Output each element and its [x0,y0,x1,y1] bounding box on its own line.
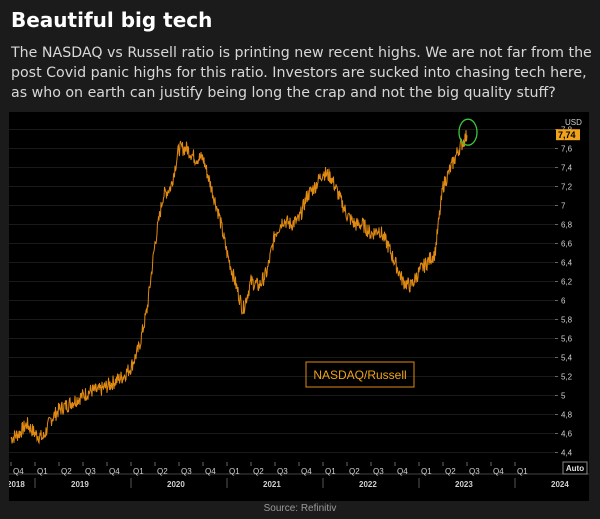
x-year-label: 2020 [167,480,185,489]
x-quarter-label: Q4 [301,467,312,476]
x-quarter-label: Q4 [493,467,504,476]
x-quarter-label: Q2 [349,467,360,476]
x-year-label: 2019 [71,480,89,489]
chart-panel: 4,4 4,6 4,8 5 5,2 5,4 5,6 5,8 6 6,2 6,4 6,6 6,8 7 7,2 7… [7,112,589,501]
currency-label: USD [565,118,582,127]
source-note: Source: Refinitiv [263,503,337,514]
y-tick-label: 6,8 [561,221,573,230]
x-quarter-label: Q1 [421,467,432,476]
x-quarter-label: Q4 [13,467,24,476]
x-quarter-label: Q4 [109,467,120,476]
y-tick-label: 5,2 [561,373,573,382]
x-quarter-label: Q1 [229,467,240,476]
x-quarter-label: Q3 [181,467,192,476]
line-chart: 4,4 4,6 4,8 5 5,2 5,4 5,6 5,8 6 6,2 6,4 6,6 6,8 7 7,2 7… [7,112,589,501]
last-price-box: 7,74 [556,129,580,141]
y-tick-label: 5,8 [561,316,573,325]
y-tick-label: 5 [561,392,566,401]
x-year-label: 2024 [551,480,569,489]
y-tick-label: 6,6 [561,240,573,249]
commentary-text: The NASDAQ vs Russell ratio is printing … [11,45,592,101]
scale-mode-label: Auto [566,464,584,473]
y-tick-label: 5,6 [561,335,573,344]
y-tick-label: 4,4 [561,449,573,458]
x-quarter-label: Q3 [469,467,480,476]
y-tick-label: 7,2 [561,183,573,192]
last-price-label: 7,74 [558,130,576,140]
y-tick-label: 4,8 [561,411,573,420]
x-year-label: 2023 [455,480,473,489]
series-line-nasdaq-russell [10,130,468,445]
y-tick-label: 6,2 [561,278,573,287]
x-quarter-label: Q1 [517,467,528,476]
y-tick-label: 7,6 [561,145,573,154]
x-year-label: 2022 [359,480,377,489]
x-quarter-label: Q1 [37,467,48,476]
y-tick-label: 7 [561,202,566,211]
x-quarter-label: Q2 [61,467,72,476]
y-tick-label: 6 [561,297,566,306]
x-quarter-label: Q3 [373,467,384,476]
highlight-circle [458,118,478,146]
y-tick-label: 5,4 [561,354,573,363]
y-tick-label: 6,4 [561,259,573,268]
x-quarter-label: Q4 [397,467,408,476]
y-tick-label: 4,6 [561,430,573,439]
page-title: Beautiful big tech [11,8,213,32]
legend: NASDAQ/Russell [305,361,415,388]
y-tick-label: 7,4 [561,164,573,173]
x-year-label: 2018 [9,480,25,489]
x-quarter-label: Q1 [133,467,144,476]
x-quarter-label: Q3 [277,467,288,476]
x-quarter-label: Q2 [253,467,264,476]
x-quarter-label: Q2 [445,467,456,476]
x-quarter-label: Q2 [157,467,168,476]
x-quarter-label: Q3 [85,467,96,476]
x-year-label: 2021 [263,480,281,489]
legend-label: NASDAQ/Russell [313,368,406,382]
x-quarter-label: Q4 [205,467,216,476]
x-quarter-label: Q1 [325,467,336,476]
scale-mode-button[interactable]: Auto [562,461,588,475]
